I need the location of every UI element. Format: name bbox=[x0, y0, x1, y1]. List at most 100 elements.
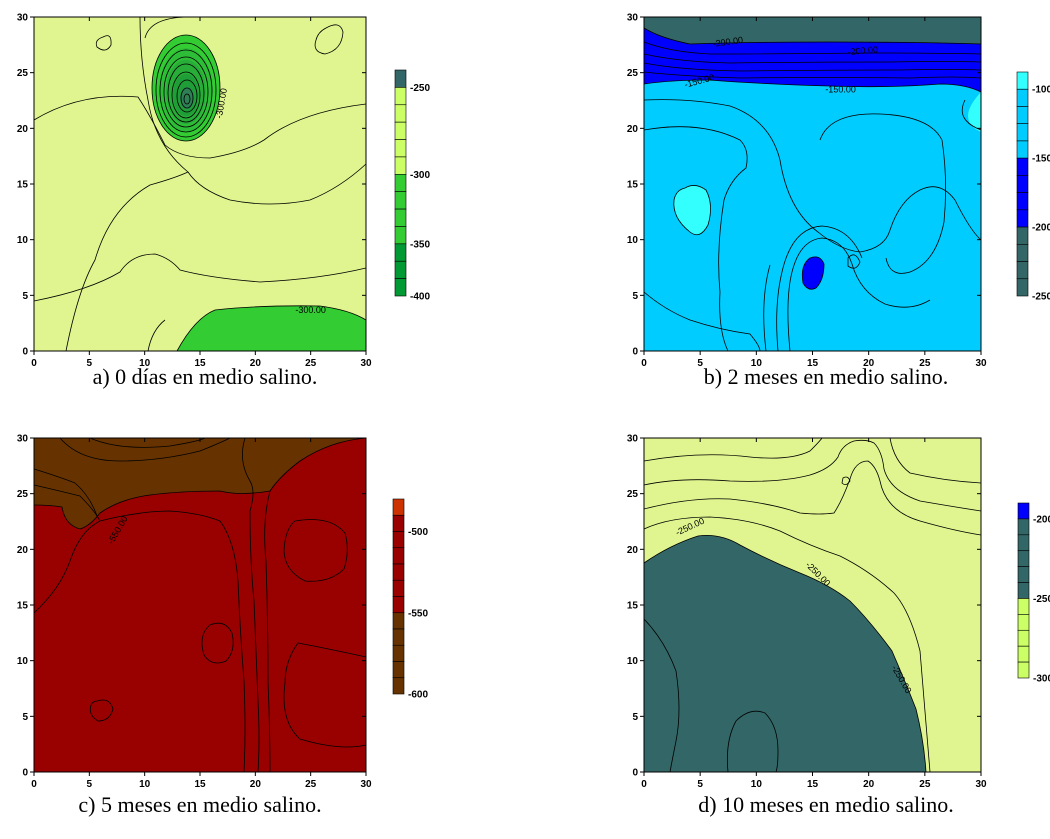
y-tick-label: 5 bbox=[632, 712, 638, 723]
contour-fills-b bbox=[644, 17, 981, 351]
colorbar-swatch bbox=[1017, 534, 1030, 552]
x-tick-label: 0 bbox=[31, 779, 37, 790]
x-tick-label: 25 bbox=[305, 358, 317, 369]
colorbar-label: -400 bbox=[410, 292, 430, 303]
x-tick-label: 30 bbox=[975, 358, 987, 369]
y-tick-label: 15 bbox=[17, 180, 29, 191]
colorbar-swatch bbox=[394, 121, 407, 140]
x-tick-label: 5 bbox=[87, 358, 93, 369]
y-tick-label: 20 bbox=[627, 545, 639, 556]
colorbar-swatch bbox=[392, 547, 405, 565]
colorbar-swatch bbox=[1016, 209, 1029, 228]
colorbar-swatch bbox=[394, 139, 407, 158]
y-tick-label: 15 bbox=[17, 601, 29, 612]
colorbar-swatch bbox=[1017, 566, 1030, 583]
y-tick-label: 20 bbox=[627, 124, 639, 135]
x-tick-label: 20 bbox=[863, 779, 875, 790]
caption-b: b) 2 meses en medio salino. bbox=[703, 364, 949, 389]
caption-a: a) 0 días en medio salino. bbox=[92, 364, 318, 389]
colorbar-swatch bbox=[1017, 598, 1030, 615]
y-tick-label: 10 bbox=[627, 656, 639, 667]
contour-plot-d: -250.00-250.00-250.00 0 5 10 15 20 25 30051015… bbox=[627, 434, 1050, 791]
colorbar-label: -600 bbox=[408, 690, 428, 701]
colorbar-label: -350 bbox=[410, 239, 430, 250]
x-tick-label: 20 bbox=[863, 358, 875, 369]
colorbar-swatch bbox=[1017, 550, 1030, 567]
axes-b: 0 5 10 15 20 25 30 0 5 10 15 20 25 30 bbox=[627, 13, 987, 370]
axes-d: 0 5 10 15 20 25 30 0 5 10 15 20 25 30 bbox=[627, 434, 987, 791]
colorbar-swatch bbox=[1017, 614, 1030, 631]
colorbar-swatch bbox=[1016, 175, 1029, 193]
contour-lines-c bbox=[33, 437, 367, 773]
contour-label: -200.00 bbox=[712, 35, 744, 49]
contour-label: -200.00 bbox=[847, 44, 878, 57]
contour-lines-a bbox=[33, 16, 367, 352]
x-tick-label: 0 bbox=[31, 358, 37, 369]
x-tick-label: 0 bbox=[641, 358, 647, 369]
colorbar-swatch bbox=[392, 661, 405, 679]
y-tick-label: 25 bbox=[627, 489, 639, 500]
chart-panel-a: -300.00 -300.00 0 5 10 15 20 25 30 0 5 10 15 20 25 30 … bbox=[0, 0, 525, 420]
y-tick-label: 5 bbox=[22, 291, 28, 302]
colorbar-label: -300 bbox=[410, 170, 430, 181]
colorbar-label: -250 bbox=[1033, 594, 1050, 605]
caption-c: c) 5 meses en medio salino. bbox=[78, 792, 322, 817]
colorbar-swatch bbox=[392, 498, 405, 516]
y-tick-label: 20 bbox=[17, 124, 29, 135]
colorbar-swatch bbox=[1016, 88, 1029, 107]
caption-d: d) 10 meses en medio salino. bbox=[698, 792, 954, 817]
colorbar-swatch bbox=[394, 174, 407, 192]
colorbar-swatch bbox=[394, 191, 407, 210]
colorbar-swatch bbox=[1016, 140, 1029, 159]
colorbar-swatch bbox=[394, 104, 407, 123]
colorbar-swatch bbox=[1017, 582, 1030, 599]
chart-panel-c: -550.00 0 5 10 15 20 25 30 0 5 10 15 20 25 30 -500 -55… bbox=[0, 421, 525, 839]
colorbar-label: -200 bbox=[1033, 514, 1050, 525]
colorbar-a: -250 -300 -350 -400 bbox=[394, 69, 430, 303]
x-tick-label: 10 bbox=[139, 779, 151, 790]
y-tick-label: 0 bbox=[632, 347, 638, 358]
x-tick-label: 20 bbox=[250, 779, 262, 790]
x-tick-label: 25 bbox=[919, 358, 931, 369]
x-tick-label: 5 bbox=[697, 779, 703, 790]
y-tick-label: 10 bbox=[17, 656, 29, 667]
contour-label: -150.00 bbox=[825, 85, 856, 95]
y-tick-label: 30 bbox=[627, 13, 639, 24]
y-tick-label: 15 bbox=[627, 601, 639, 612]
contour-plot-a: -300.00-300.00 0 5 10 15 20 25 30051015202530 … bbox=[17, 13, 431, 370]
colorbar-swatch bbox=[1017, 645, 1030, 663]
colorbar-swatch bbox=[392, 644, 405, 662]
colorbar-swatch bbox=[392, 563, 405, 581]
colorbar-swatch bbox=[392, 531, 405, 549]
colorbar-label: -200 bbox=[1032, 223, 1050, 234]
contour-fills-c bbox=[34, 438, 366, 772]
colorbar-label: -250 bbox=[410, 83, 430, 94]
x-tick-label: 30 bbox=[360, 358, 372, 369]
colorbar-swatch bbox=[1017, 518, 1030, 536]
colorbar-swatch bbox=[392, 677, 405, 695]
y-tick-label: 20 bbox=[17, 545, 29, 556]
colorbar-swatch bbox=[394, 87, 407, 106]
colorbar-swatch bbox=[392, 514, 405, 532]
chart-panel-b: -200.00 -200.00 -150.00 -150.00 0 5 10 15 20 25 3… bbox=[610, 0, 1050, 420]
colorbar-c: -500 -550 -600 bbox=[392, 498, 428, 701]
colorbar-swatch bbox=[394, 226, 407, 245]
y-tick-label: 25 bbox=[17, 489, 29, 500]
colorbar-label: -500 bbox=[408, 527, 428, 538]
y-tick-label: 0 bbox=[22, 768, 28, 779]
colorbar-swatch bbox=[394, 208, 407, 227]
colorbar-swatch bbox=[392, 612, 405, 630]
colorbar-label: -550 bbox=[408, 608, 428, 619]
colorbar-label: -150 bbox=[1032, 154, 1050, 165]
y-tick-label: 25 bbox=[627, 68, 639, 79]
colorbar-b: -100 -150 -200 -250 bbox=[1016, 71, 1050, 303]
x-tick-label: 30 bbox=[360, 779, 372, 790]
y-tick-label: 30 bbox=[627, 434, 639, 445]
colorbar-swatch bbox=[392, 579, 405, 597]
axes-a: 0 5 10 15 20 25 30 0 5 10 15 20 25 30 bbox=[17, 13, 372, 370]
colorbar-swatch bbox=[394, 156, 407, 175]
y-tick-label: 0 bbox=[22, 347, 28, 358]
colorbar-swatch bbox=[1016, 244, 1029, 262]
colorbar-d: -200 -250 -300 bbox=[1017, 502, 1050, 685]
contour-fills-a bbox=[34, 17, 366, 351]
